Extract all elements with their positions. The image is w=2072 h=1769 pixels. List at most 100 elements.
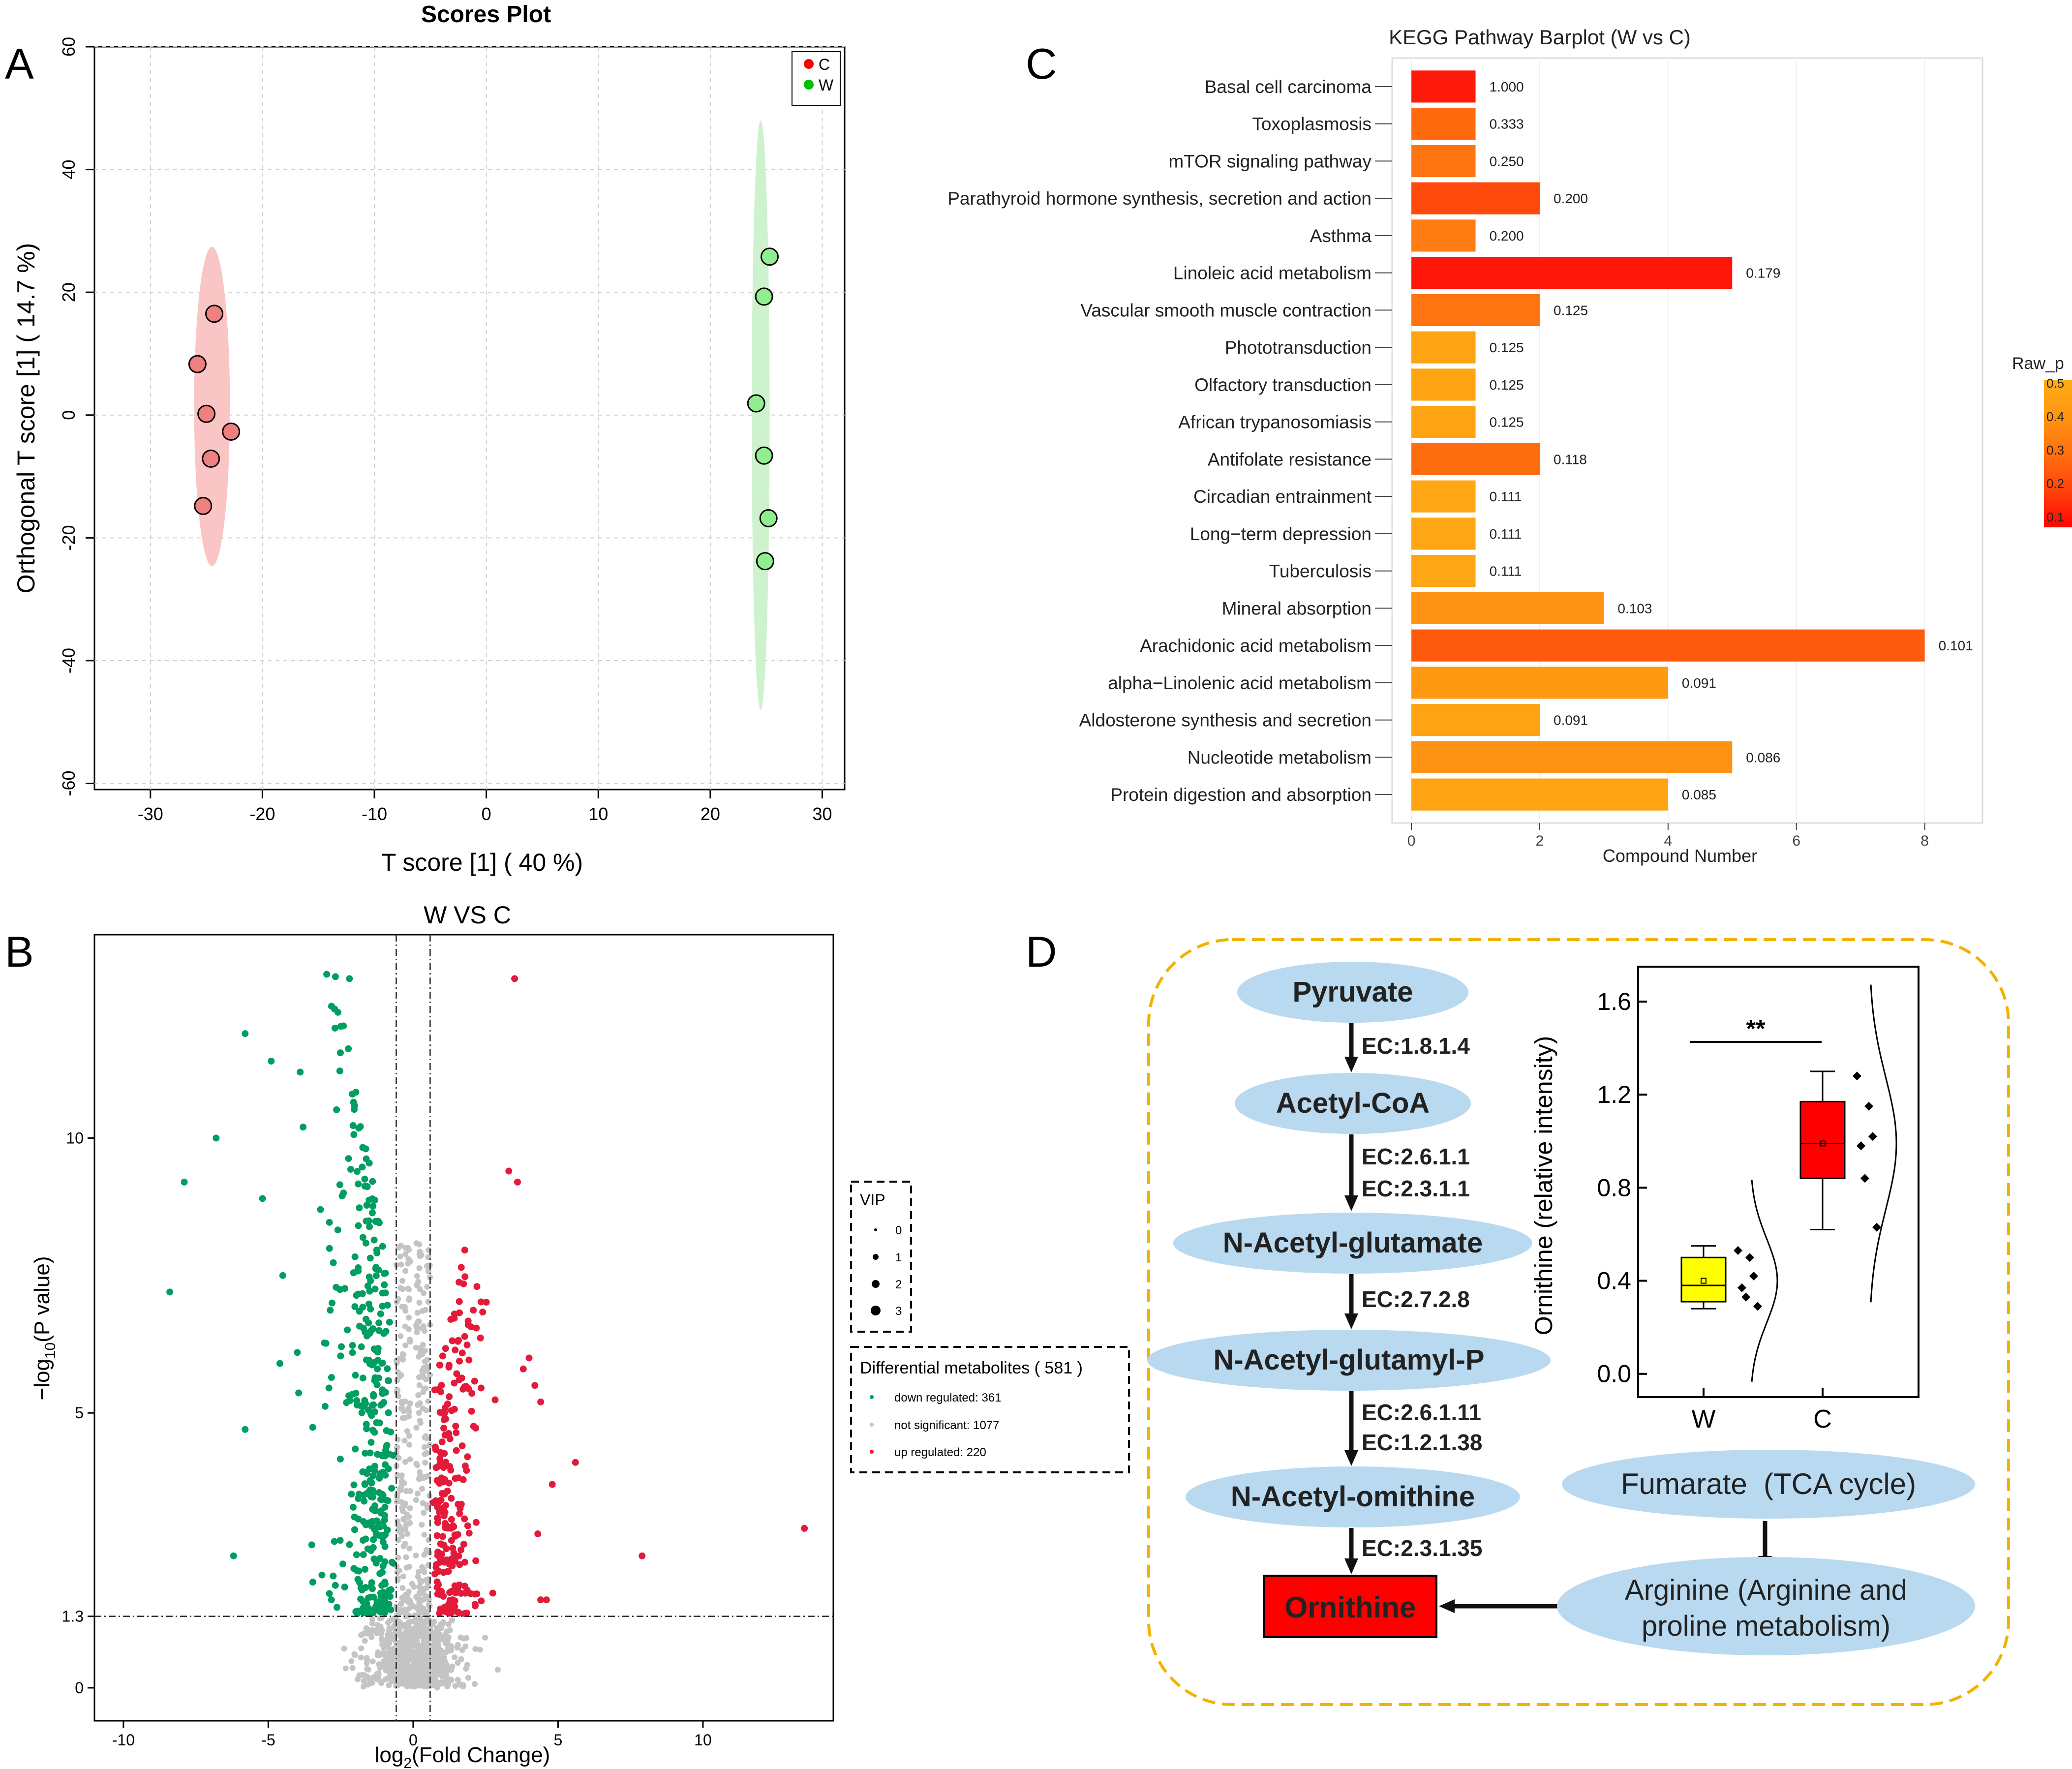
volcano-y-label: −log10(P value) — [30, 1256, 59, 1400]
volcano-point — [446, 1596, 454, 1604]
volcano-point — [537, 1398, 545, 1405]
volcano-point — [449, 1544, 457, 1552]
significance-label: ** — [1746, 1015, 1766, 1042]
volcano-point — [363, 1332, 370, 1340]
volcano-point — [477, 1298, 485, 1306]
volcano-point — [391, 1667, 397, 1673]
scores-point-w — [761, 247, 779, 266]
boxplot-boxes — [1680, 984, 1897, 1382]
volcano-x-label-main: log — [375, 1743, 404, 1767]
volcano-point — [519, 1365, 527, 1372]
node-ornithine-label: Ornithine — [1285, 1591, 1416, 1624]
volcano-point — [438, 1541, 446, 1548]
boxplot-distribution-curve — [1751, 1180, 1778, 1382]
volcano-point — [347, 1165, 354, 1173]
volcano-point — [380, 1270, 388, 1277]
kegg-bar — [1411, 368, 1476, 401]
volcano-point — [442, 1415, 449, 1423]
volcano-point — [384, 1377, 392, 1384]
volcano-point — [334, 1008, 341, 1016]
scores-point-c — [188, 355, 207, 373]
volcano-point — [406, 1545, 413, 1552]
volcano-point — [414, 1462, 421, 1468]
volcano-point — [382, 1289, 389, 1297]
volcano-point — [477, 1647, 483, 1653]
kegg-bar — [1411, 778, 1668, 811]
volcano-point — [337, 1343, 345, 1350]
volcano-point — [374, 1357, 382, 1364]
volcano-point — [404, 1530, 411, 1537]
volcano-point — [402, 1500, 408, 1507]
volcano-point — [451, 1314, 458, 1322]
volcano-point — [478, 1384, 485, 1392]
kegg-bar — [1411, 182, 1540, 214]
volcano-point — [445, 1568, 452, 1575]
volcano-point — [375, 1327, 383, 1334]
volcano-point — [436, 1508, 443, 1516]
volcano-point — [421, 1677, 427, 1683]
volcano-point — [363, 1425, 370, 1433]
volcano-point — [365, 1357, 372, 1364]
volcano-point — [505, 1167, 513, 1175]
volcano-point — [534, 1530, 542, 1538]
volcano-point — [461, 1583, 468, 1590]
volcano-point — [397, 1243, 404, 1249]
volcano-point — [406, 1605, 413, 1612]
volcano-point — [396, 1567, 402, 1574]
volcano-point — [471, 1602, 479, 1610]
volcano-point — [371, 1429, 378, 1436]
kegg-x-tick-label: 2 — [1536, 833, 1544, 849]
volcano-point — [423, 1639, 429, 1645]
volcano-point — [365, 1319, 372, 1327]
volcano-point — [419, 1370, 426, 1376]
volcano-point — [426, 1596, 432, 1603]
volcano-point — [398, 1261, 404, 1268]
volcano-point — [386, 1625, 393, 1632]
volcano-point — [456, 1510, 463, 1517]
volcano-point — [336, 1537, 344, 1544]
volcano-point — [402, 1268, 409, 1274]
volcano-point — [399, 1623, 405, 1629]
volcano-point — [341, 1584, 348, 1591]
kegg-category-label: African trypanosomiasis — [1178, 412, 1371, 432]
volcano-point — [370, 1536, 377, 1543]
volcano-point — [381, 1543, 389, 1550]
kegg-category-label: Protein digestion and absorption — [1110, 785, 1371, 805]
boxplot-y-tick-label: 1.2 — [1597, 1081, 1631, 1108]
volcano-point — [391, 1616, 397, 1622]
volcano-point — [417, 1417, 423, 1424]
volcano-point — [461, 1383, 468, 1391]
kegg-x-axis: 0 2 4 6 8 — [1407, 823, 1929, 849]
kegg-bar — [1411, 145, 1476, 177]
volcano-point — [438, 1625, 445, 1631]
arrow-3-head — [1344, 1313, 1358, 1329]
volcano-point — [397, 1670, 404, 1676]
scores-point-w — [759, 509, 778, 527]
volcano-point — [382, 1667, 389, 1674]
legend-c-marker — [804, 59, 814, 69]
volcano-point — [405, 1245, 411, 1251]
scores-x-tick-label: 30 — [812, 804, 832, 824]
volcano-point — [367, 1410, 374, 1417]
volcano-point — [447, 1627, 453, 1633]
volcano-point — [348, 1658, 355, 1664]
volcano-point — [400, 1408, 407, 1414]
scores-y-tick-label: 0 — [59, 410, 79, 420]
volcano-point — [472, 1557, 480, 1564]
volcano-point — [326, 1219, 333, 1226]
volcano-point — [386, 1640, 393, 1647]
volcano-x-tick-label: 5 — [554, 1731, 563, 1749]
volcano-point — [396, 1356, 403, 1362]
volcano-point — [363, 1218, 370, 1225]
panel-c-kegg-barplot: C KEGG Pathway Barplot (W vs C) 1.000 Bas… — [947, 26, 2072, 866]
volcano-point — [367, 1277, 374, 1284]
volcano-point — [489, 1589, 496, 1597]
volcano-point — [416, 1410, 422, 1416]
volcano-point — [326, 1245, 333, 1252]
volcano-point — [396, 1640, 403, 1647]
volcano-point — [453, 1370, 460, 1377]
volcano-point — [423, 1608, 429, 1615]
volcano-point — [455, 1677, 461, 1683]
enzyme-2b: EC:2.3.1.1 — [1362, 1176, 1470, 1201]
